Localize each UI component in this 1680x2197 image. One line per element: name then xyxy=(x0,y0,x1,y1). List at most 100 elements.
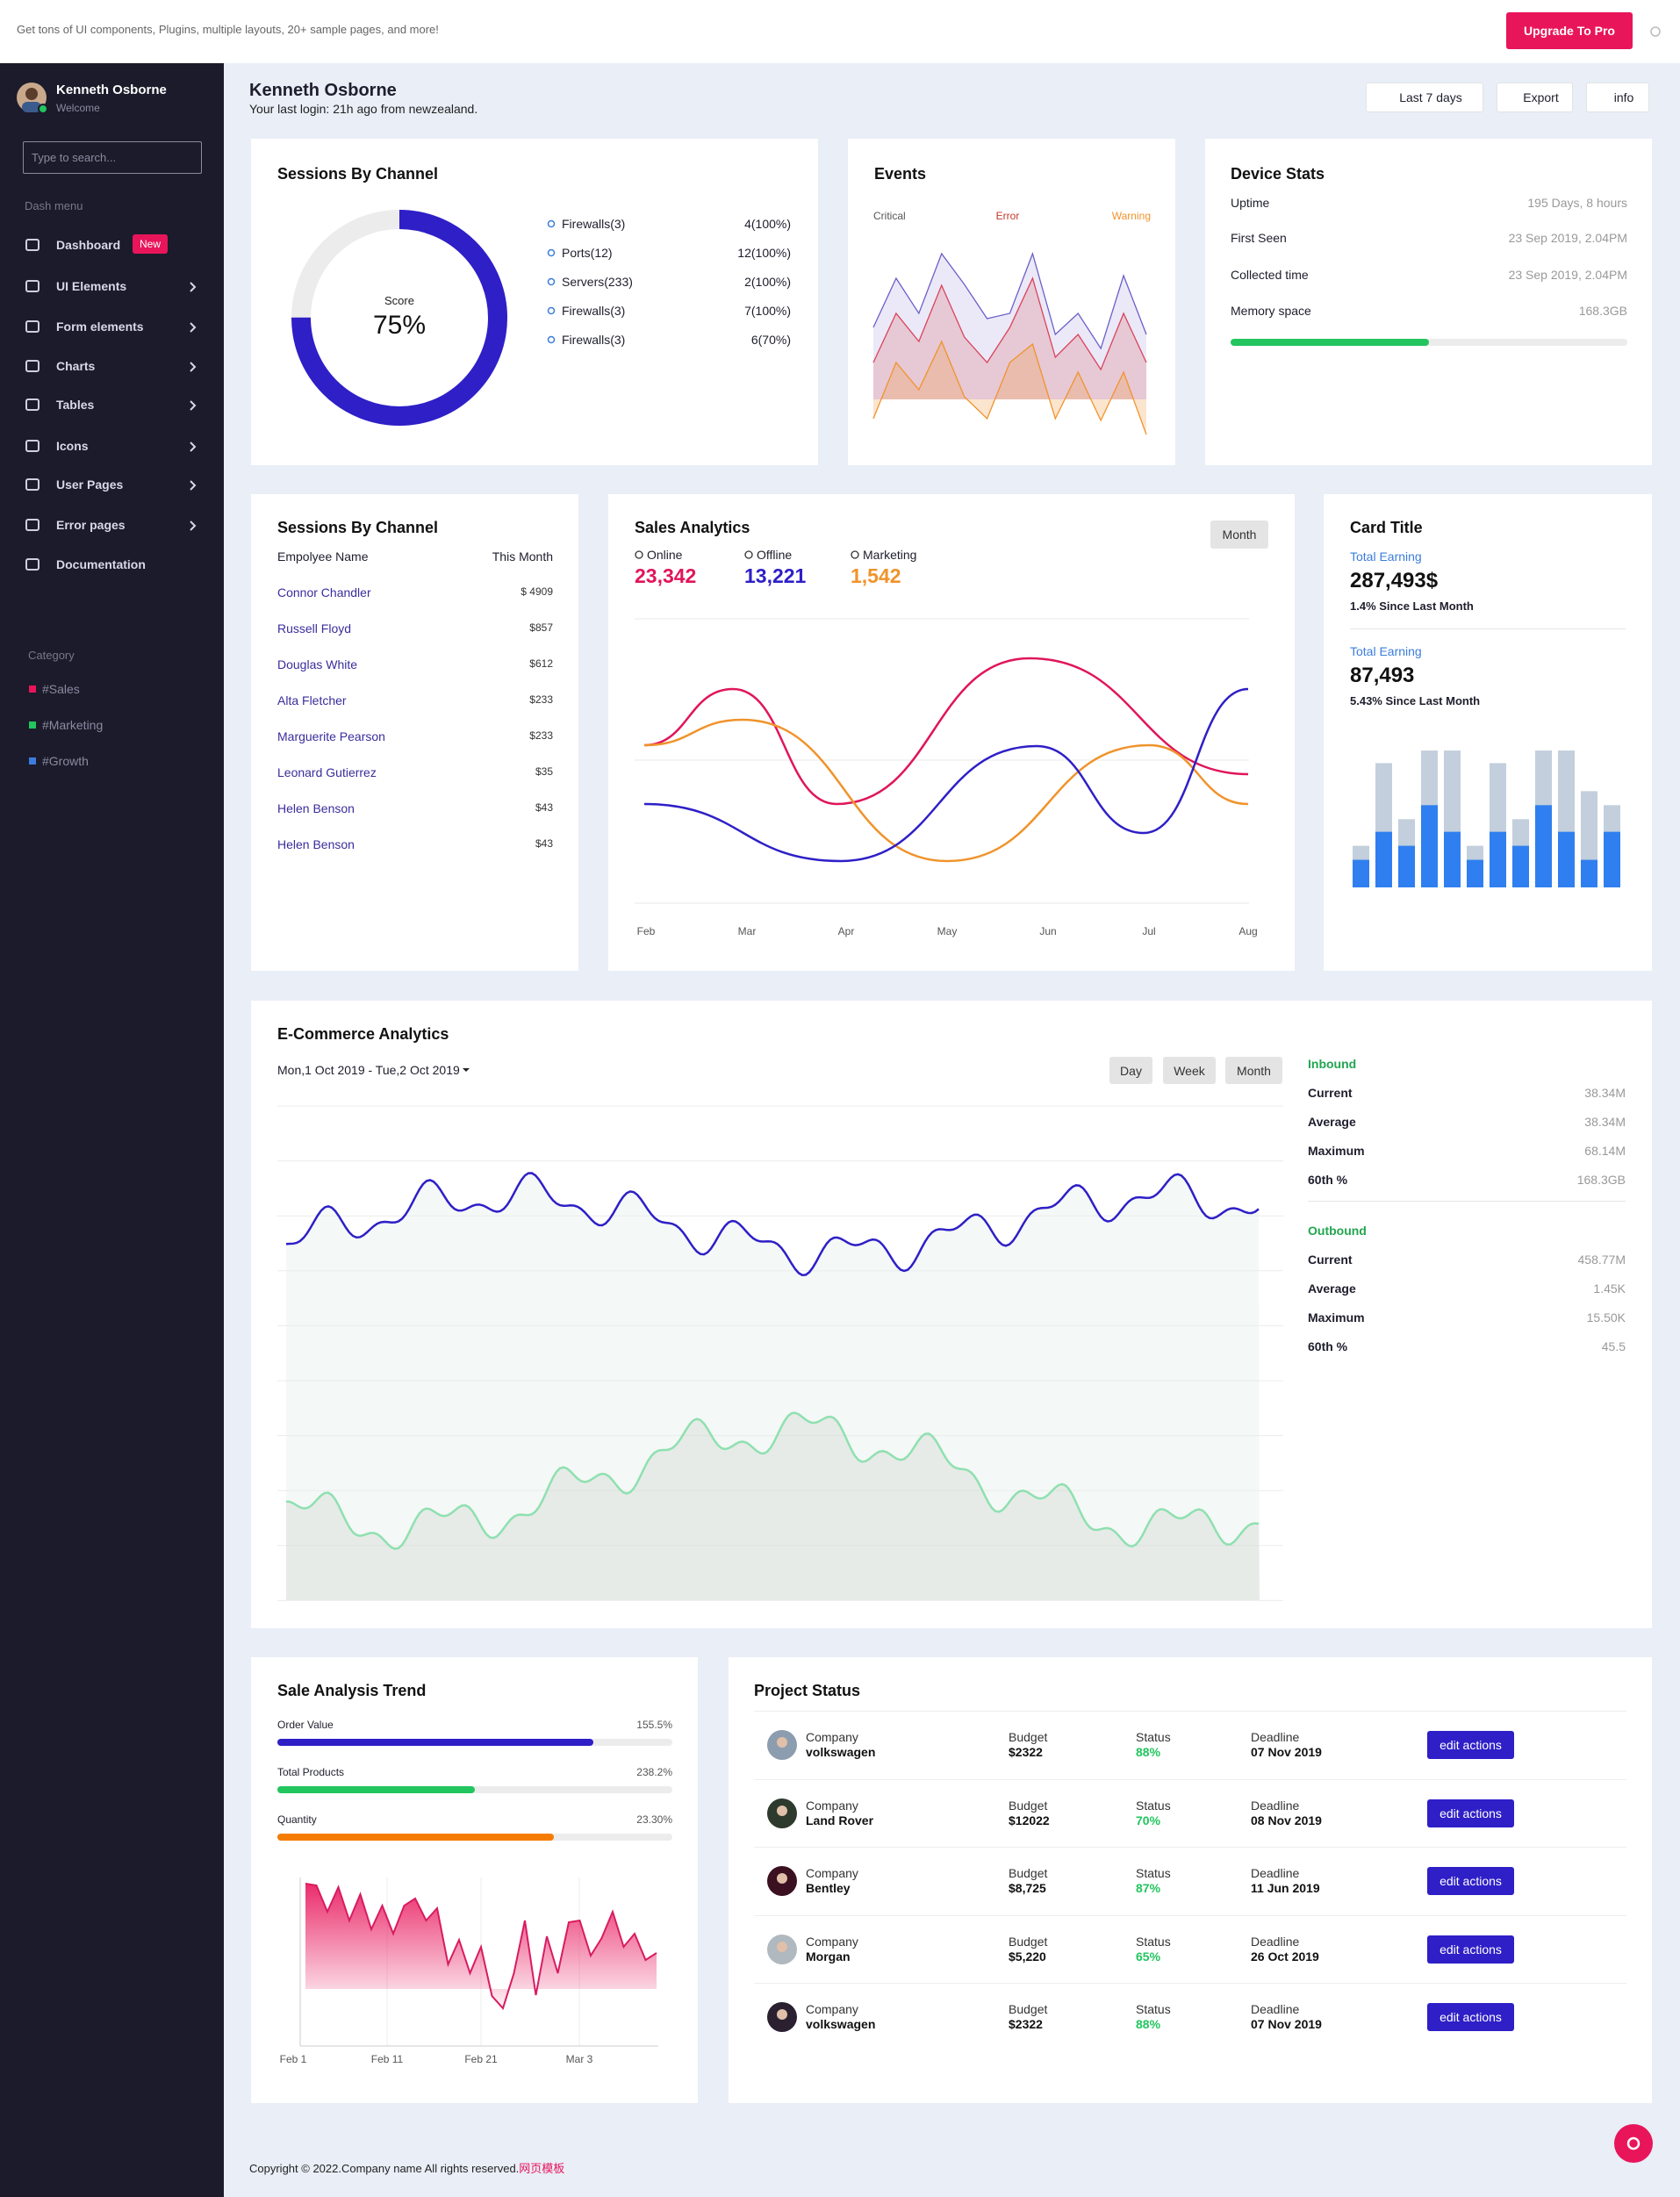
company-avatar xyxy=(767,1866,797,1896)
row-divider xyxy=(754,1983,1626,1984)
stat-label: Uptime xyxy=(1231,196,1270,210)
block-value: 87,493 xyxy=(1350,664,1415,687)
footer-link[interactable]: 网页模板 xyxy=(519,2162,565,2175)
range-button[interactable]: Month xyxy=(1225,1057,1282,1084)
action-button[interactable]: edit actions xyxy=(1427,1799,1514,1827)
event-line xyxy=(872,340,1147,435)
icon-shape xyxy=(851,550,859,559)
ecommerce-card: E-Commerce Analytics Mon,1 Oct 2019 - Tu… xyxy=(251,1001,1652,1628)
footer: Copyright © 2022.Company name All rights… xyxy=(249,2159,564,2176)
action-button[interactable]: edit actions xyxy=(1427,1731,1514,1759)
score-label: Score xyxy=(384,294,414,307)
range-button[interactable]: Week xyxy=(1163,1057,1216,1084)
x-label: Feb 1 xyxy=(279,2053,307,2065)
budget-value: $8,725 xyxy=(1009,1881,1046,1895)
menu-label[interactable]: User Pages xyxy=(56,477,124,492)
bar-fg xyxy=(1490,831,1506,887)
employee-value: $43 xyxy=(535,801,553,814)
menu-label[interactable]: Charts xyxy=(56,359,96,373)
sessions-card: Sessions By Channel Score 75% Firewalls(… xyxy=(251,139,818,465)
menu-icon xyxy=(25,360,39,372)
user-status: Welcome xyxy=(56,102,100,114)
icon-shape xyxy=(744,550,753,559)
action-button[interactable]: edit actions xyxy=(1427,2003,1514,2031)
budget-label: Budget xyxy=(1009,2002,1048,2016)
bullet xyxy=(547,248,556,257)
chevron-path xyxy=(190,362,197,372)
swatch xyxy=(29,722,36,729)
month-button[interactable]: Month xyxy=(1210,521,1268,549)
employee-name[interactable]: Alta Fletcher xyxy=(277,693,347,707)
float-settings[interactable] xyxy=(1614,2124,1653,2163)
card-title: Sessions By Channel xyxy=(277,519,439,536)
icon-shape xyxy=(25,360,39,372)
employee-name[interactable]: Russell Floyd xyxy=(277,621,352,635)
employees-card: Sessions By Channel Empolyee Name This M… xyxy=(251,494,578,971)
employee-name[interactable]: Connor Chandler xyxy=(277,585,371,600)
chevron-path xyxy=(190,400,197,411)
stat-label: Collected time xyxy=(1231,268,1309,282)
action-button[interactable]: edit actions xyxy=(1427,1935,1514,1964)
bar-fg xyxy=(1604,831,1620,887)
x-label: Apr xyxy=(837,925,855,937)
deadline-value: 08 Nov 2019 xyxy=(1251,1813,1322,1827)
category-label[interactable]: #Marketing xyxy=(42,718,104,732)
project-card: Project Status Company volkswagen Budget $2… xyxy=(729,1657,1652,2103)
category-label[interactable]: #Sales xyxy=(42,682,80,696)
budget-label: Budget xyxy=(1009,1934,1048,1949)
bullet-dot xyxy=(547,306,556,315)
header-button[interactable]: info xyxy=(1586,83,1649,112)
metric-label: Maximum xyxy=(1308,1144,1365,1158)
card-title: Sessions By Channel xyxy=(277,165,439,183)
deadline-label: Deadline xyxy=(1251,1866,1300,1880)
action-button[interactable]: edit actions xyxy=(1427,1867,1514,1895)
menu-icon xyxy=(25,558,39,571)
menu-label[interactable]: UI Elements xyxy=(56,279,127,293)
category-label[interactable]: #Growth xyxy=(42,754,89,768)
menu-label[interactable]: Dashboard xyxy=(56,238,121,252)
employee-name[interactable]: Helen Benson xyxy=(277,801,355,815)
menu-label[interactable]: Documentation xyxy=(56,557,146,571)
item-name: Firewalls(3) xyxy=(562,304,626,318)
employee-name[interactable]: Douglas White xyxy=(277,657,358,671)
swatch xyxy=(29,686,36,693)
header-button[interactable]: Last 7 days xyxy=(1366,83,1483,112)
bullet xyxy=(547,219,556,228)
legend-error: Error xyxy=(995,210,1020,222)
employee-value: $857 xyxy=(529,621,553,634)
group-title: Inbound xyxy=(1308,1057,1357,1071)
icon-shape xyxy=(25,320,39,333)
bullet xyxy=(547,306,556,315)
x-label: Mar xyxy=(737,925,757,937)
stat-icon xyxy=(851,550,859,559)
block-note: 5.43% Since Last Month xyxy=(1350,694,1481,707)
settings-icon[interactable] xyxy=(1649,25,1662,38)
header-button[interactable]: Export xyxy=(1497,83,1573,112)
avatar-face xyxy=(777,1941,787,1952)
stat-label: Marketing xyxy=(863,548,917,562)
menu-label[interactable]: Form elements xyxy=(56,319,144,334)
status-value: 70% xyxy=(1136,1813,1161,1827)
metric-value: 168.3GB xyxy=(1576,1173,1626,1187)
event-area xyxy=(873,341,1146,434)
sales-card: Sales Analytics Month Online 23,342 Offlin… xyxy=(608,494,1295,971)
employee-name[interactable]: Leonard Gutierrez xyxy=(277,765,377,779)
chevron xyxy=(190,442,197,452)
range-button[interactable]: Day xyxy=(1109,1057,1152,1084)
search-box[interactable]: Type to search... xyxy=(23,141,202,174)
stat-label: Memory space xyxy=(1231,304,1311,318)
menu-label[interactable]: Tables xyxy=(56,398,95,412)
date-range[interactable]: Mon,1 Oct 2019 - Tue,2 Oct 2019 xyxy=(277,1063,460,1077)
menu-label[interactable]: Error pages xyxy=(56,518,126,532)
employee-name[interactable]: Marguerite Pearson xyxy=(277,729,385,743)
bar-value: 23.30% xyxy=(636,1813,672,1826)
metric-label: Average xyxy=(1308,1282,1356,1296)
user-name: Kenneth Osborne xyxy=(56,83,167,97)
metric-value: 15.50K xyxy=(1586,1310,1626,1325)
upgrade-button[interactable]: Upgrade To Pro xyxy=(1506,12,1633,49)
company-value: volkswagen xyxy=(806,1745,876,1759)
employee-value: $233 xyxy=(529,729,553,742)
employee-name[interactable]: Helen Benson xyxy=(277,837,355,851)
menu-label[interactable]: Icons xyxy=(56,439,89,453)
line-green xyxy=(285,1411,1260,1550)
